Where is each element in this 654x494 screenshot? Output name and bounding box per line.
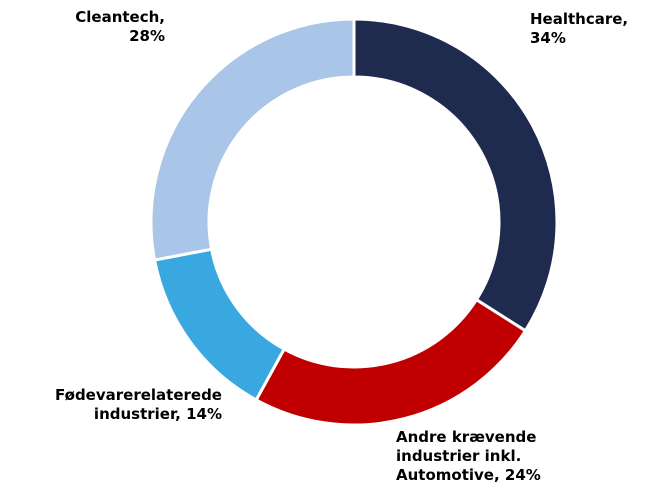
data-label: Andre krævende industrier inkl. Automoti… <box>396 428 541 484</box>
donut-slice <box>149 17 356 262</box>
donut-slice <box>152 247 287 402</box>
donut-slice <box>352 17 559 333</box>
data-label: Healthcare, 34% <box>530 10 629 47</box>
data-label: Fødevarerelaterede industrier, 14% <box>55 386 222 423</box>
donut-slice <box>254 297 528 427</box>
data-label: Cleantech, 28% <box>75 8 165 45</box>
